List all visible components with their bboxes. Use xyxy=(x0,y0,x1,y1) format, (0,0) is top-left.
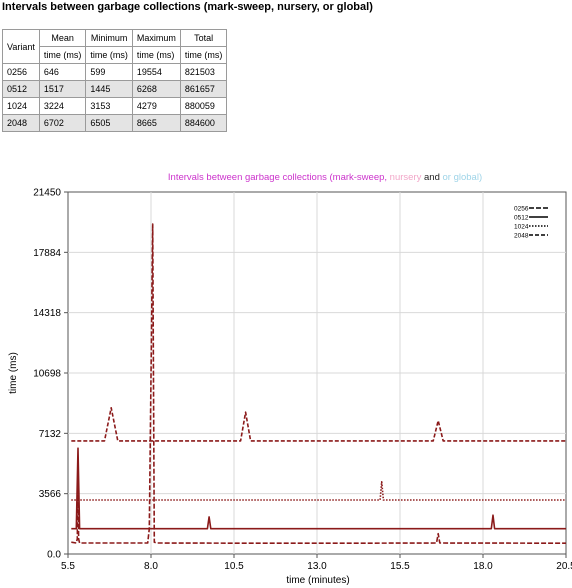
mean-cell: 1517 xyxy=(38,80,87,98)
column-unit-maximum: time (ms) xyxy=(131,46,181,64)
total-cell: 861657 xyxy=(179,80,228,98)
mean-cell: 3224 xyxy=(38,97,87,115)
minimum-cell: 1445 xyxy=(85,80,133,98)
minimum-cell: 6505 xyxy=(85,114,133,132)
minimum-cell: 599 xyxy=(85,63,133,81)
axes: 5.5 8.0 10.5 13.0 15.5 18.0 20.5 0.0 3566 7132 106… xyxy=(33,188,572,573)
y-tick-label: 17884 xyxy=(33,248,61,259)
total-cell: 880059 xyxy=(179,97,228,115)
chart-title-part-0: Intervals between garbage collections (m… xyxy=(168,172,390,183)
series-layer xyxy=(71,223,567,544)
table-row: 2048 6702 6505 8665 884600 xyxy=(2,114,228,132)
column-unit-mean: time (ms) xyxy=(38,46,87,64)
minimum-cell: 3153 xyxy=(85,97,133,115)
x-axis-label: time (minutes) xyxy=(286,575,349,586)
y-tick-label: 14318 xyxy=(33,308,61,319)
gc-interval-chart: Intervals between garbage collections (m… xyxy=(8,172,572,586)
y-axis-label: time (ms) xyxy=(8,352,19,394)
column-header-mean: Mean xyxy=(38,29,87,47)
stats-table: Variant Mean Minimum Maximum Total time … xyxy=(2,29,228,132)
table-row: 0512 1517 1445 6268 861657 xyxy=(2,80,228,98)
variant-cell: 0256 xyxy=(2,63,40,81)
y-tick-label: 21450 xyxy=(33,188,61,199)
mean-cell: 6702 xyxy=(38,114,87,132)
x-tick-label: 5.5 xyxy=(61,561,75,572)
column-header-minimum: Minimum xyxy=(85,29,133,47)
chart-title-part-1: nursery xyxy=(390,172,422,183)
variant-cell: 2048 xyxy=(2,114,40,132)
variant-cell: 1024 xyxy=(2,97,40,115)
page-title: Intervals between garbage collections (m… xyxy=(2,1,373,13)
variant-cell: 0512 xyxy=(2,80,40,98)
y-tick-label: 0.0 xyxy=(47,550,61,561)
chart-title-part-2: and xyxy=(421,172,442,183)
total-cell: 821503 xyxy=(179,63,228,81)
x-tick-label: 8.0 xyxy=(144,561,158,572)
maximum-cell: 4279 xyxy=(131,97,181,115)
column-header-total: Total xyxy=(179,29,228,47)
column-unit-total: time (ms) xyxy=(179,46,228,64)
y-tick-label: 3566 xyxy=(39,489,62,500)
chart-title-part-3: or global) xyxy=(443,172,483,183)
variant-header: Variant xyxy=(2,29,40,64)
table-row: 1024 3224 3153 4279 880059 xyxy=(2,97,228,115)
maximum-cell: 19554 xyxy=(131,63,181,81)
legend-label-0512: 0512 xyxy=(514,215,529,222)
x-tick-label: 15.5 xyxy=(390,561,410,572)
total-cell: 884600 xyxy=(179,114,228,132)
y-tick-label: 10698 xyxy=(33,369,61,380)
series-line-0512 xyxy=(71,447,566,530)
legend-label-1024: 1024 xyxy=(514,224,529,231)
maximum-cell: 6268 xyxy=(131,80,181,98)
x-tick-label: 13.0 xyxy=(307,561,327,572)
y-tick-label: 7132 xyxy=(39,429,62,440)
series-line-1024 xyxy=(71,481,566,501)
x-tick-label: 20.5 xyxy=(556,561,572,572)
legend-label-2048: 2048 xyxy=(514,233,529,240)
x-tick-label: 18.0 xyxy=(473,561,493,572)
legend: 0256 0512 1024 2048 xyxy=(514,206,548,240)
table-row: 0256 646 599 19554 821503 xyxy=(2,63,228,81)
column-header-maximum: Maximum xyxy=(131,29,181,47)
x-tick-label: 10.5 xyxy=(224,561,244,572)
mean-cell: 646 xyxy=(38,63,87,81)
maximum-cell: 8665 xyxy=(131,114,181,132)
series-line-2048 xyxy=(71,407,566,442)
chart-title: Intervals between garbage collections (m… xyxy=(168,172,482,183)
column-unit-minimum: time (ms) xyxy=(85,46,133,64)
legend-label-0256: 0256 xyxy=(514,206,529,213)
